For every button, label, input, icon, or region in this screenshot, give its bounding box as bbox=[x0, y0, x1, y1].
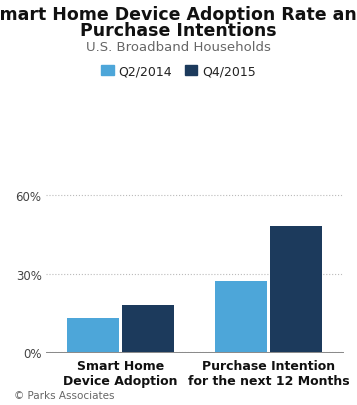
Bar bbox=[122, 305, 174, 352]
Text: U.S. Broadband Households: U.S. Broadband Households bbox=[86, 40, 271, 53]
Text: © Parks Associates: © Parks Associates bbox=[14, 390, 115, 400]
Bar bbox=[271, 227, 322, 352]
Text: Purchase Intentions: Purchase Intentions bbox=[80, 22, 277, 40]
Text: Smart Home Device Adoption Rate and: Smart Home Device Adoption Rate and bbox=[0, 6, 357, 24]
Bar bbox=[67, 318, 119, 352]
Bar bbox=[215, 282, 267, 352]
Legend: Q2/2014, Q4/2015: Q2/2014, Q4/2015 bbox=[101, 65, 256, 78]
